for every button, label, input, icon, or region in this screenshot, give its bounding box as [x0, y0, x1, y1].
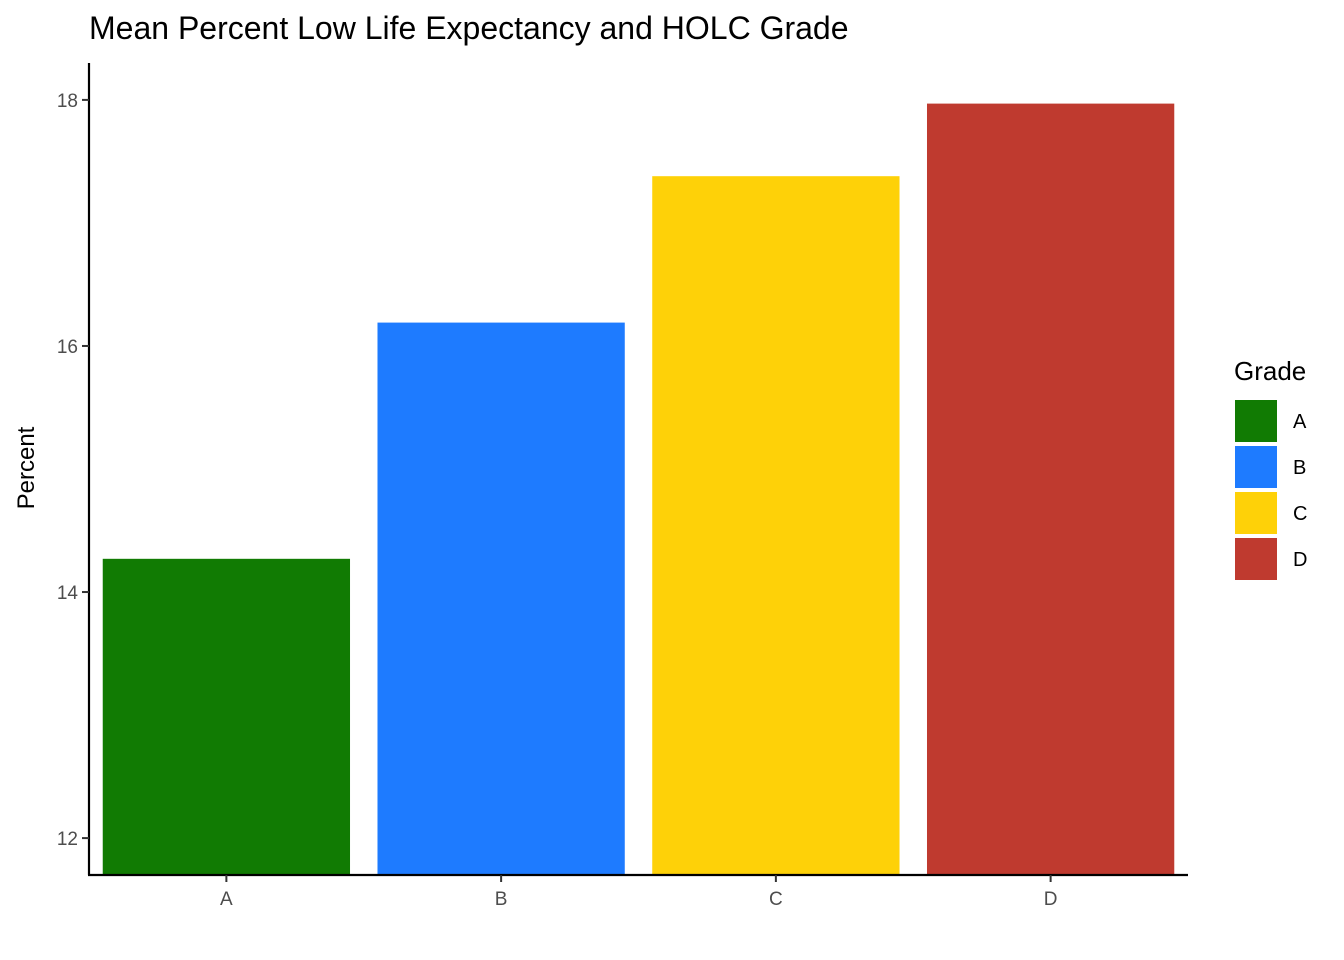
bars-layer [102, 103, 1175, 876]
bar-b [377, 322, 625, 876]
legend-swatch-b [1235, 446, 1277, 488]
x-tick-label: D [1044, 889, 1058, 910]
legend: Grade A B C D [1234, 356, 1307, 580]
bar-a [102, 558, 351, 875]
legend-title: Grade [1234, 356, 1306, 386]
y-tick-label: 12 [57, 829, 78, 850]
bar-d [926, 103, 1175, 876]
bar-c [652, 176, 900, 875]
legend-swatch-a [1235, 400, 1277, 442]
legend-label-b: B [1293, 457, 1306, 479]
x-tick-label: A [220, 889, 233, 910]
x-tick-label: C [769, 889, 783, 910]
y-tick-label: 14 [57, 583, 79, 604]
y-axis-title: Percent [13, 426, 40, 509]
legend-swatch-d [1235, 538, 1277, 580]
chart-title: Mean Percent Low Life Expectancy and HOL… [89, 10, 849, 46]
x-tick-label: B [495, 889, 508, 910]
legend-swatch-c [1235, 492, 1277, 534]
legend-label-c: C [1293, 503, 1307, 525]
legend-label-d: D [1293, 549, 1307, 571]
y-tick-label: 18 [57, 91, 78, 112]
legend-label-a: A [1293, 411, 1307, 433]
y-tick-label: 16 [57, 337, 78, 358]
axes-layer: 12 14 16 18 A B C D [57, 63, 1188, 910]
